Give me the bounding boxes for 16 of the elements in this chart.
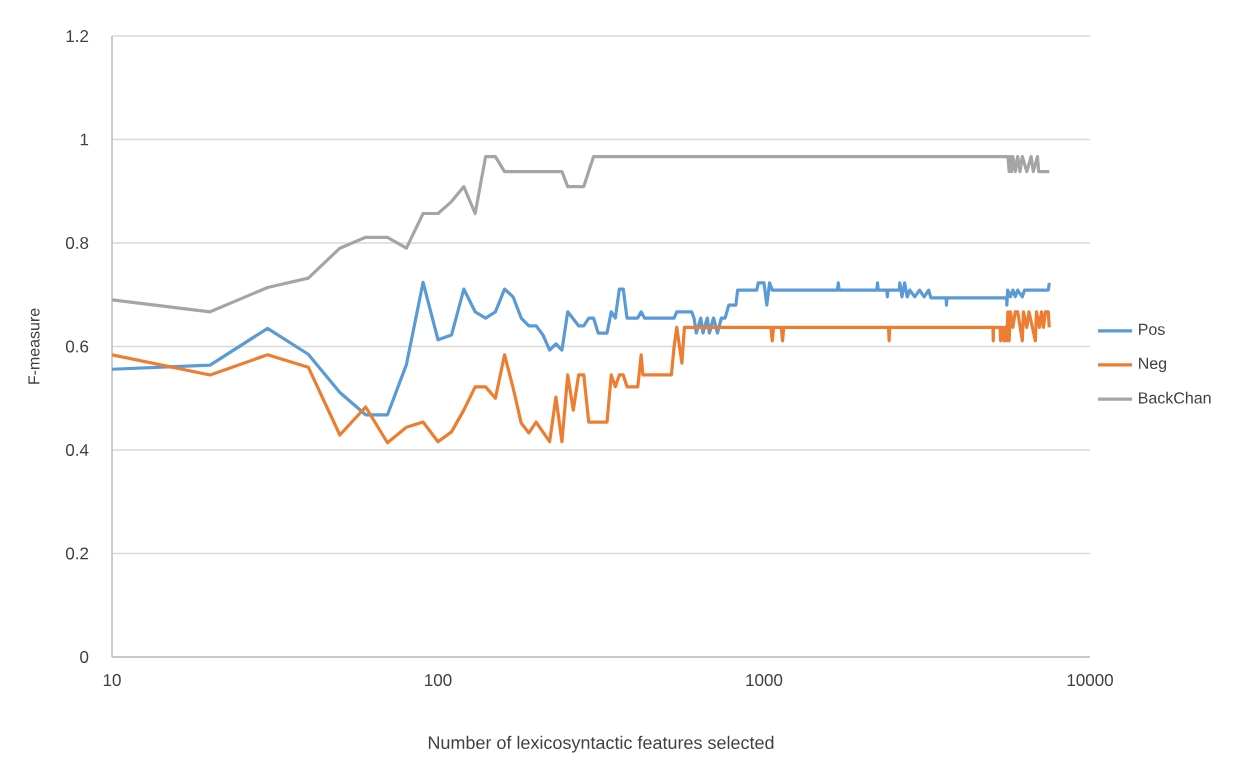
y-tick-label: 0	[80, 650, 89, 663]
legend-label: Neg	[1139, 357, 1167, 373]
x-axis-title: Number of lexicosyntactic features selected	[428, 735, 774, 753]
y-tick-label: 0.8	[65, 236, 89, 249]
x-tick-label: 10000	[1067, 674, 1113, 687]
y-tick-label: 1	[80, 133, 89, 146]
x-tick-label: 100	[425, 674, 452, 687]
x-tick-label: 10	[103, 674, 121, 687]
y-tick-label: 0.4	[65, 443, 89, 456]
x-tick-label: 1000	[746, 674, 783, 687]
y-axis-title: F-measure	[28, 308, 40, 384]
legend-label: BackChan	[1139, 391, 1211, 404]
y-tick-label: 1.2	[66, 30, 89, 42]
y-tick-label: 0.6	[65, 340, 89, 353]
y-tick-label: 0.2	[65, 547, 89, 560]
legend-label: Pos	[1139, 323, 1165, 335]
